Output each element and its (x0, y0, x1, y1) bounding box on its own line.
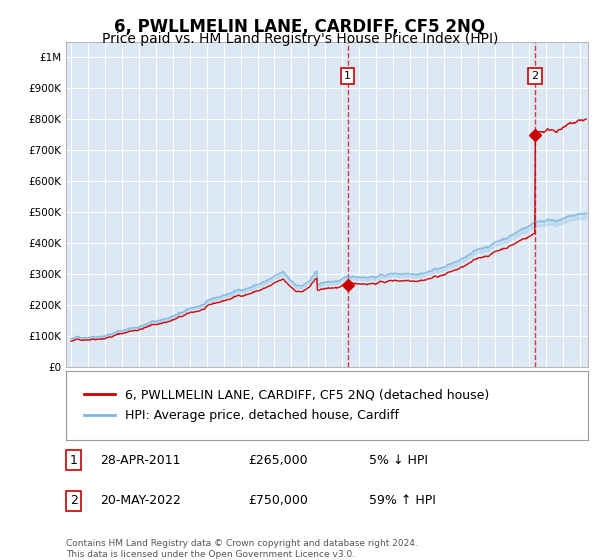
Text: Contains HM Land Registry data © Crown copyright and database right 2024.
This d: Contains HM Land Registry data © Crown c… (66, 539, 418, 559)
Text: 59% ↑ HPI: 59% ↑ HPI (369, 494, 436, 507)
Text: 1: 1 (70, 454, 78, 467)
Text: 1: 1 (344, 71, 351, 81)
Text: 2: 2 (70, 494, 78, 507)
Text: 20-MAY-2022: 20-MAY-2022 (100, 494, 181, 507)
Legend: 6, PWLLMELIN LANE, CARDIFF, CF5 2NQ (detached house), HPI: Average price, detach: 6, PWLLMELIN LANE, CARDIFF, CF5 2NQ (det… (77, 382, 496, 428)
Text: 5% ↓ HPI: 5% ↓ HPI (369, 454, 428, 467)
Text: £750,000: £750,000 (249, 494, 308, 507)
Text: £265,000: £265,000 (249, 454, 308, 467)
Text: 2: 2 (532, 71, 539, 81)
Text: 28-APR-2011: 28-APR-2011 (100, 454, 181, 467)
Text: Price paid vs. HM Land Registry's House Price Index (HPI): Price paid vs. HM Land Registry's House … (102, 32, 498, 46)
Text: 6, PWLLMELIN LANE, CARDIFF, CF5 2NQ: 6, PWLLMELIN LANE, CARDIFF, CF5 2NQ (115, 18, 485, 36)
